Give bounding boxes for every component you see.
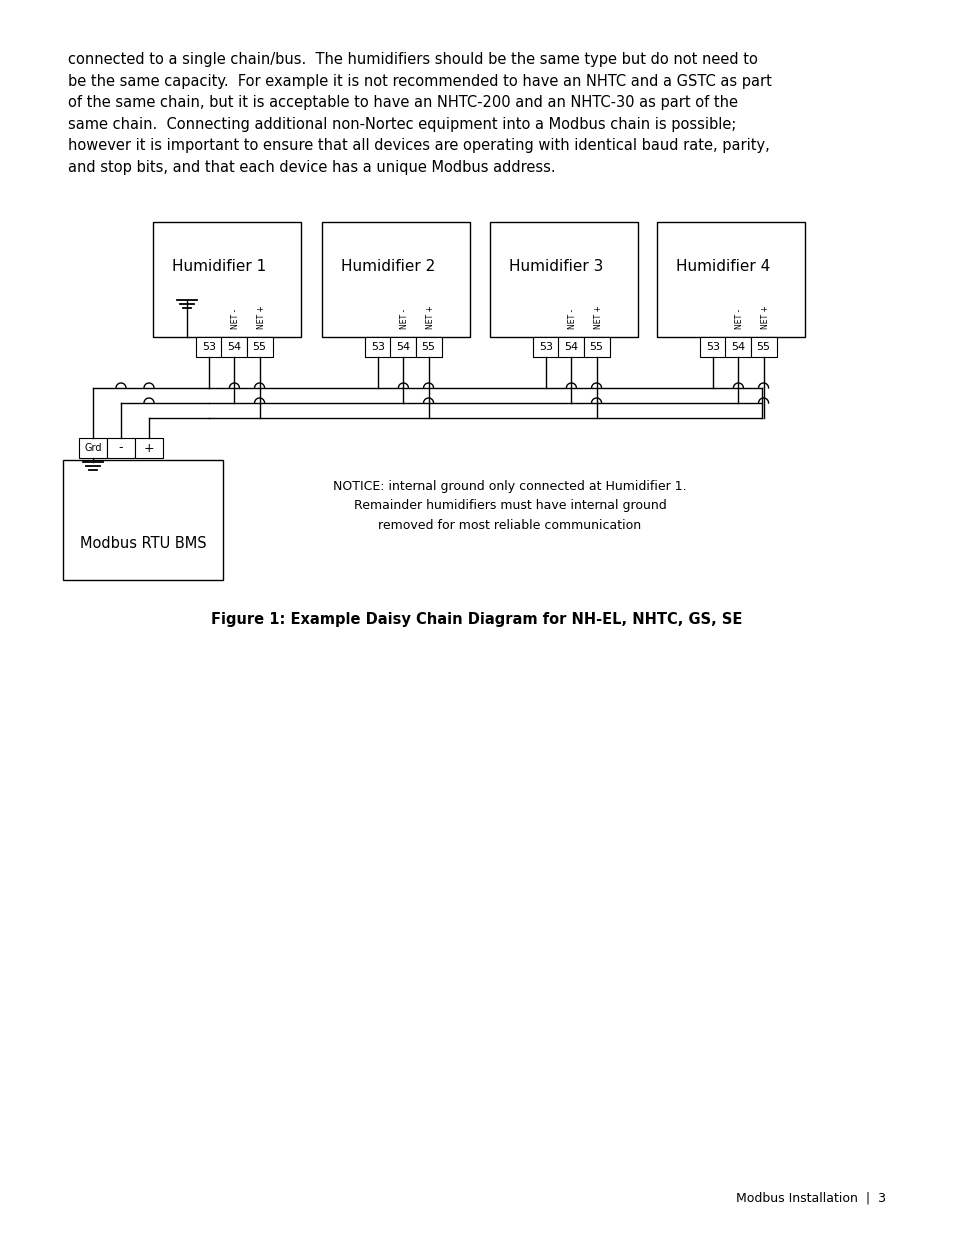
Text: Humidifier 1: Humidifier 1 bbox=[172, 258, 267, 273]
Text: 55: 55 bbox=[589, 342, 603, 352]
Text: Modbus RTU BMS: Modbus RTU BMS bbox=[80, 536, 206, 552]
Text: NET -: NET - bbox=[400, 309, 409, 329]
Bar bbox=[416, 337, 441, 357]
Text: 53: 53 bbox=[202, 342, 216, 352]
Text: 53: 53 bbox=[371, 342, 385, 352]
Text: NET +: NET + bbox=[256, 305, 265, 329]
Bar bbox=[700, 337, 725, 357]
Text: NET +: NET + bbox=[593, 305, 602, 329]
Text: 54: 54 bbox=[731, 342, 744, 352]
Bar bbox=[490, 222, 638, 337]
Bar bbox=[322, 222, 470, 337]
Text: 54: 54 bbox=[395, 342, 410, 352]
Bar bbox=[724, 337, 751, 357]
Bar bbox=[246, 337, 273, 357]
Bar bbox=[221, 337, 247, 357]
Text: +: + bbox=[144, 441, 154, 454]
Text: NET -: NET - bbox=[735, 309, 743, 329]
Bar bbox=[135, 438, 163, 458]
Bar bbox=[558, 337, 584, 357]
Bar bbox=[657, 222, 804, 337]
Text: NET -: NET - bbox=[568, 309, 577, 329]
Bar bbox=[63, 459, 223, 580]
Bar bbox=[152, 222, 301, 337]
Text: 53: 53 bbox=[538, 342, 553, 352]
Bar bbox=[365, 337, 391, 357]
Text: Humidifier 4: Humidifier 4 bbox=[676, 258, 770, 273]
Text: 53: 53 bbox=[705, 342, 720, 352]
Text: Humidifier 2: Humidifier 2 bbox=[341, 258, 436, 273]
Bar bbox=[196, 337, 222, 357]
Bar bbox=[583, 337, 609, 357]
Bar bbox=[750, 337, 776, 357]
Text: Humidifier 3: Humidifier 3 bbox=[509, 258, 603, 273]
Bar bbox=[79, 438, 107, 458]
Text: 54: 54 bbox=[227, 342, 241, 352]
Bar bbox=[533, 337, 558, 357]
Text: 55: 55 bbox=[421, 342, 436, 352]
Text: 55: 55 bbox=[253, 342, 266, 352]
Text: connected to a single chain/bus.  The humidifiers should be the same type but do: connected to a single chain/bus. The hum… bbox=[68, 52, 771, 175]
Bar bbox=[107, 438, 135, 458]
Text: 54: 54 bbox=[564, 342, 578, 352]
Text: Grd: Grd bbox=[84, 443, 102, 453]
Text: Figure 1: Example Daisy Chain Diagram for NH-EL, NHTC, GS, SE: Figure 1: Example Daisy Chain Diagram fo… bbox=[212, 613, 741, 627]
Text: NET -: NET - bbox=[232, 309, 240, 329]
Text: NET +: NET + bbox=[760, 305, 769, 329]
Text: -: - bbox=[118, 441, 123, 454]
Bar bbox=[390, 337, 416, 357]
Text: NOTICE: internal ground only connected at Humidifier 1.
Remainder humidifiers mu: NOTICE: internal ground only connected a… bbox=[333, 480, 686, 532]
Text: Modbus Installation  |  3: Modbus Installation | 3 bbox=[735, 1192, 885, 1205]
Text: 55: 55 bbox=[756, 342, 770, 352]
Text: NET +: NET + bbox=[425, 305, 434, 329]
